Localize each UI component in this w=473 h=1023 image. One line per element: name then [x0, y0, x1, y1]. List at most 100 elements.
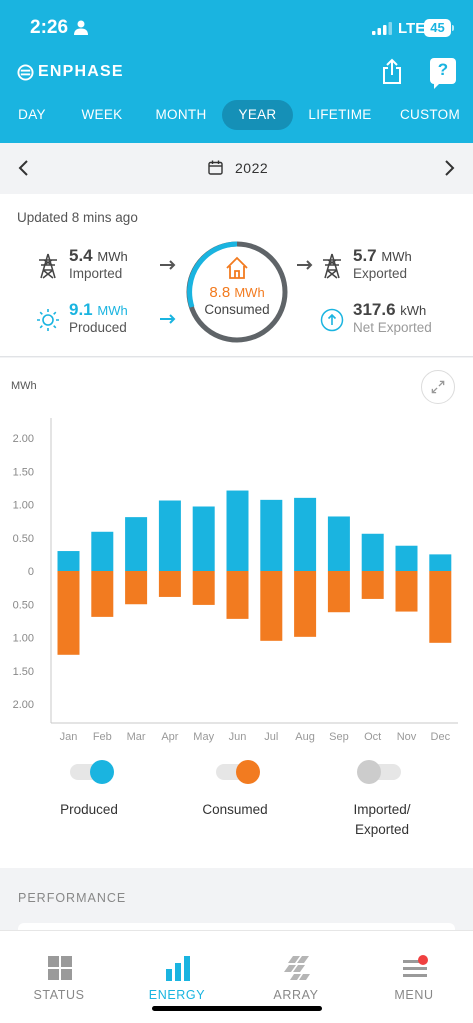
x-tick-label: Jan — [60, 731, 78, 743]
menu-icon — [403, 955, 428, 977]
enphase-logo-icon — [17, 64, 34, 81]
status-bar: 2:26 LTE 45 — [0, 0, 473, 56]
person-icon — [74, 20, 88, 35]
updated-time: Updated 8 mins ago — [17, 210, 138, 225]
performance-section: PERFORMANCE — [0, 868, 473, 933]
x-tick-label: Jul — [264, 731, 278, 743]
bar-produced-jul[interactable] — [260, 499, 283, 571]
legend-consumed[interactable]: Consumed — [175, 758, 295, 820]
help-icon[interactable]: ? — [430, 58, 456, 89]
bar-consumed-dec[interactable] — [429, 571, 452, 643]
chevron-left-icon[interactable] — [16, 159, 30, 177]
nav-energy-label: ENERGY — [148, 988, 206, 1002]
imported-value: 5.4 MWh — [69, 246, 128, 265]
bar-produced-feb[interactable] — [91, 531, 114, 571]
bar-produced-dec[interactable] — [429, 554, 452, 571]
selected-year[interactable]: 2022 — [235, 160, 269, 176]
bar-produced-oct[interactable] — [361, 533, 384, 571]
x-tick-label: Feb — [93, 731, 112, 743]
tab-custom[interactable]: CUSTOM — [399, 107, 461, 122]
bar-consumed-apr[interactable] — [158, 571, 181, 597]
arrow-right-blue-icon — [160, 314, 176, 324]
transmission-tower-icon — [323, 253, 341, 279]
share-icon[interactable] — [380, 58, 404, 85]
bar-consumed-mar[interactable] — [125, 571, 148, 605]
expand-icon[interactable] — [421, 370, 455, 404]
y-tick-label: 1.50 — [13, 466, 34, 478]
bar-consumed-feb[interactable] — [91, 571, 114, 617]
produced-toggle[interactable] — [70, 760, 114, 784]
bar-consumed-aug[interactable] — [294, 571, 317, 637]
bar-produced-apr[interactable] — [158, 500, 181, 571]
imported-exported-toggle-knob — [357, 760, 381, 784]
battery-icon: 45 — [424, 19, 451, 37]
bar-consumed-jan[interactable] — [57, 571, 80, 655]
nav-array[interactable]: ARRAY — [237, 931, 355, 1023]
legend-consumed-label: Consumed — [202, 802, 268, 817]
home-indicator — [152, 1006, 322, 1011]
arrow-right-icon — [297, 260, 313, 270]
tab-lifetime[interactable]: LIFETIME — [308, 107, 372, 122]
exported-value: 5.7 MWh — [353, 246, 412, 265]
energy-bar-chart: 2.00 1.50 1.00 0.50 0 0.50 1.00 1.50 2.00 Jan Feb M… — [13, 418, 458, 743]
bar-produced-nov[interactable] — [395, 545, 418, 571]
brand-name: ENPHASE — [38, 63, 124, 80]
tab-month[interactable]: MONTH — [155, 107, 207, 122]
x-tick-label: May — [193, 731, 214, 743]
bar-consumed-jul[interactable] — [260, 571, 283, 641]
battery-cap — [452, 25, 454, 31]
y-tick-label: 1.00 — [13, 633, 34, 645]
y-tick-label: 1.00 — [13, 500, 34, 512]
transmission-tower-icon — [39, 253, 57, 279]
y-tick-label: 1.50 — [13, 666, 34, 678]
sun-icon — [37, 309, 59, 331]
bar-produced-jan[interactable] — [57, 551, 80, 571]
legend-produced[interactable]: Produced — [29, 758, 149, 820]
app-header: 2:26 LTE 45 ENPHASE ? DAY WEEK MONTH YEA… — [0, 0, 473, 143]
bar-produced-sep[interactable] — [327, 516, 350, 571]
performance-card[interactable] — [18, 923, 455, 933]
grid-icon — [48, 956, 72, 980]
tab-day[interactable]: DAY — [18, 107, 46, 122]
y-tick-label: 0.50 — [13, 533, 34, 545]
x-tick-label: Sep — [329, 731, 349, 743]
chevron-right-icon[interactable] — [443, 159, 457, 177]
produced-label: Produced — [69, 320, 127, 335]
chart-y-unit: MWh — [11, 380, 37, 392]
date-navigation: 2022 — [0, 143, 473, 194]
consumed-toggle[interactable] — [216, 760, 260, 784]
nav-status-label: STATUS — [33, 988, 85, 1002]
imported-label: Imported — [69, 266, 123, 281]
signal-icon — [372, 22, 392, 35]
x-tick-label: Mar — [127, 731, 146, 743]
bar-produced-jun[interactable] — [226, 490, 249, 571]
legend-produced-label: Produced — [60, 802, 118, 817]
energy-summary: Updated 8 mins ago 5.4 MWh Imported 9.1 … — [0, 194, 473, 357]
x-tick-label: Nov — [397, 731, 417, 743]
bar-consumed-jun[interactable] — [226, 571, 249, 619]
nav-menu[interactable]: MENU — [355, 931, 473, 1023]
exported-label: Exported — [353, 266, 408, 281]
bar-consumed-oct[interactable] — [361, 571, 384, 599]
y-tick-label: 0 — [28, 566, 34, 578]
house-icon — [226, 256, 248, 279]
legend-imported-exported[interactable]: Imported/ Exported — [322, 758, 442, 840]
tab-year[interactable]: YEAR — [222, 100, 293, 130]
imported-exported-toggle[interactable] — [357, 760, 401, 784]
arrow-up-circle-icon — [320, 308, 344, 332]
bar-consumed-nov[interactable] — [395, 571, 418, 612]
bar-produced-mar[interactable] — [125, 517, 148, 571]
bar-produced-aug[interactable] — [294, 497, 317, 571]
bar-produced-may[interactable] — [192, 506, 215, 571]
y-tick-label: 2.00 — [13, 699, 34, 711]
bar-consumed-sep[interactable] — [327, 571, 350, 613]
produced-toggle-knob — [90, 760, 114, 784]
nav-energy[interactable]: ENERGY — [118, 931, 236, 1023]
nav-status[interactable]: STATUS — [0, 931, 118, 1023]
x-tick-label: Jun — [229, 731, 247, 743]
performance-heading: PERFORMANCE — [18, 891, 127, 905]
arrow-right-icon — [160, 260, 176, 270]
bar-consumed-may[interactable] — [192, 571, 215, 605]
nav-array-label: ARRAY — [273, 988, 319, 1002]
tab-week[interactable]: WEEK — [81, 107, 123, 122]
